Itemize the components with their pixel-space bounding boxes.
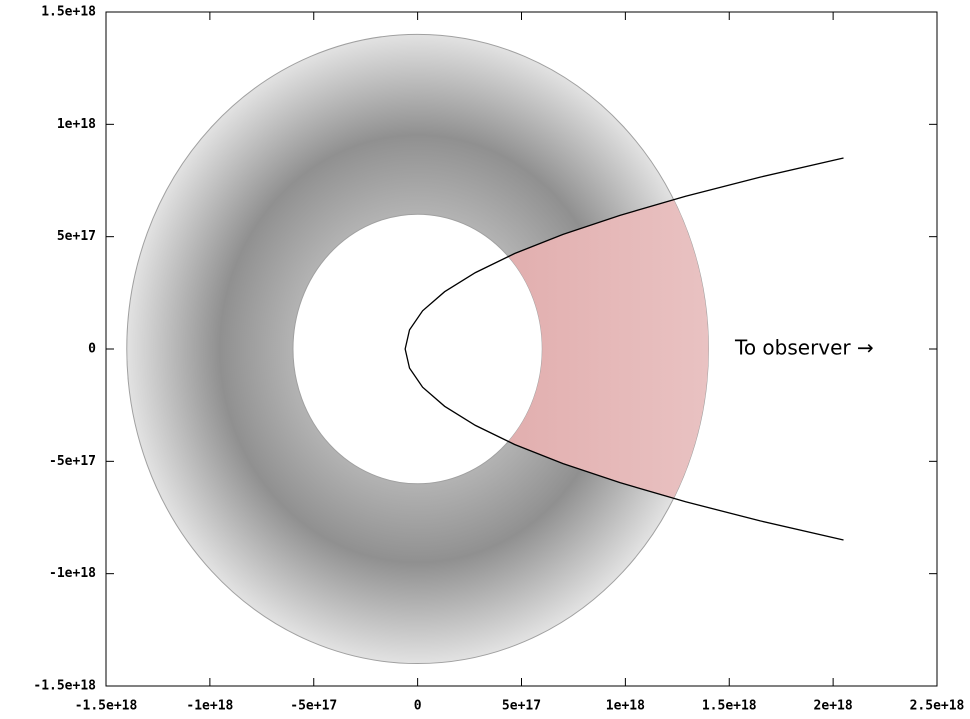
annotation: To observer →	[734, 336, 874, 360]
x-tick-label: 5e+17	[502, 699, 541, 714]
curve	[404, 157, 844, 541]
x-tick-label: -1e+18	[186, 699, 233, 714]
x-tick-label: -5e+17	[290, 699, 337, 714]
x-tick-label: 1.5e+18	[702, 699, 757, 714]
x-tick-label: 1e+18	[606, 699, 645, 714]
y-tick-label: -1e+18	[49, 566, 96, 581]
x-tick-label: -1.5e+18	[75, 699, 138, 714]
x-tick-label: 2e+18	[814, 699, 853, 714]
x-tick-label: 2.5e+18	[910, 699, 965, 714]
y-tick-label: -5e+17	[49, 454, 96, 469]
y-tick-label: 5e+17	[57, 229, 96, 244]
y-tick-label: 0	[88, 342, 96, 357]
x-tick-label: 0	[414, 699, 422, 714]
y-tick-label: -1.5e+18	[33, 679, 96, 694]
y-tick-label: 1.5e+18	[41, 5, 96, 20]
y-tick-label: 1e+18	[57, 117, 96, 132]
